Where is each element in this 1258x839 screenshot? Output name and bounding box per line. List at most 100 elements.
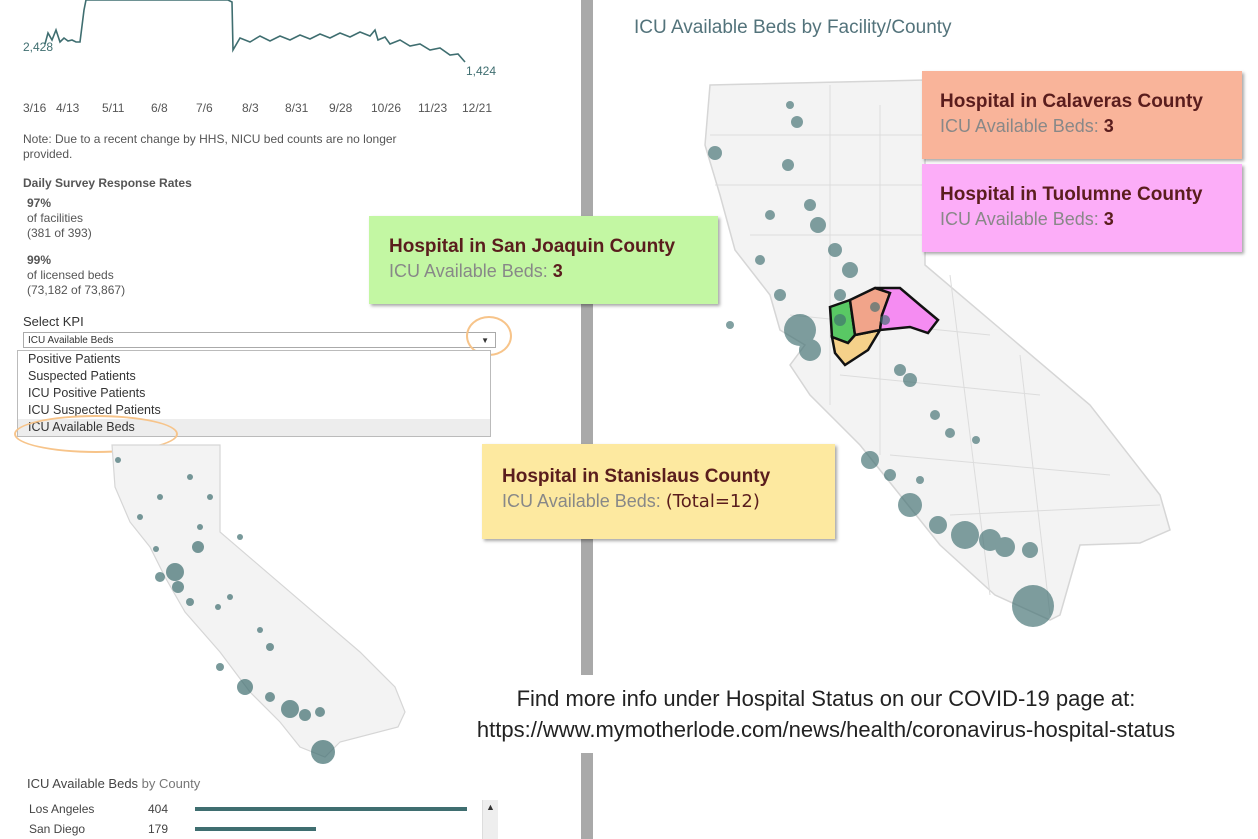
hospital-marker <box>197 524 203 530</box>
hospital-marker <box>281 700 299 718</box>
scrollbar[interactable]: ▲ <box>482 800 498 839</box>
callout-label: ICU Available Beds: <box>940 209 1099 229</box>
county-bar <box>195 827 316 831</box>
footer-line: Find more info under Hospital Status on … <box>516 686 1136 711</box>
hospital-marker <box>898 493 922 517</box>
facility-map-large[interactable] <box>690 75 1190 640</box>
beds-pct: 99% <box>27 253 52 267</box>
hospital-marker <box>929 516 947 534</box>
hospital-marker <box>227 594 233 600</box>
kpi-option[interactable]: ICU Positive Patients <box>28 386 146 400</box>
by-county-title-rest: by County <box>141 776 201 791</box>
hospital-marker <box>995 537 1015 557</box>
kpi-option[interactable]: ICU Suspected Patients <box>28 403 161 417</box>
tuolumne-county <box>874 286 940 335</box>
county-name: San Diego <box>29 822 86 836</box>
hospital-marker <box>834 314 846 326</box>
callout-label: ICU Available Beds: <box>389 261 548 281</box>
hospital-marker <box>880 315 890 325</box>
hospital-marker <box>299 709 311 721</box>
hospital-marker <box>1022 542 1038 558</box>
trend-start-value: 2,428 <box>23 40 53 54</box>
kpi-option[interactable]: Positive Patients <box>28 352 121 366</box>
hospital-marker <box>774 289 786 301</box>
hospital-marker <box>186 598 194 606</box>
county-value: 404 <box>148 802 169 816</box>
footer-info: Find more info under Hospital Status on … <box>420 683 1232 745</box>
hospital-markers <box>115 457 335 764</box>
hospital-marker <box>804 199 816 211</box>
callout-label: ICU Available Beds: <box>502 491 661 511</box>
san-joaquin-callout: Hospital in San Joaquin County ICU Avail… <box>369 216 718 304</box>
hospital-marker <box>799 339 821 361</box>
by-county-title-main: ICU Available Beds <box>27 776 139 791</box>
hospital-marker <box>810 217 826 233</box>
map-title-rest: by Facility/County <box>801 17 952 38</box>
calaveras-callout: Hospital in Calaveras County ICU Availab… <box>922 71 1242 159</box>
hospital-marker <box>192 541 204 553</box>
callout-title: Hospital in Tuolumne County <box>940 184 1203 205</box>
callout-value: (Total=12) <box>665 491 760 512</box>
hospital-marker <box>726 321 734 329</box>
county-value: 179 <box>148 822 169 836</box>
facilities-pct: 97% <box>27 196 52 210</box>
facilities-stat: 97% of facilities (381 of 393) <box>27 196 92 241</box>
hospital-marker <box>237 534 243 540</box>
tick-label: 4/13 <box>56 101 80 115</box>
hospital-marker <box>216 663 224 671</box>
by-county-title: ICU Available Beds by County <box>27 776 200 791</box>
kpi-label: Select KPI <box>23 314 84 329</box>
hospital-marker <box>115 457 121 463</box>
hospital-markers <box>708 101 1054 627</box>
trend-end-value: 1,424 <box>466 64 496 78</box>
map-title: ICU Available Beds by Facility/County <box>634 17 952 39</box>
survey-title: Daily Survey Response Rates <box>23 176 192 190</box>
hospital-marker <box>155 572 165 582</box>
hospital-marker <box>916 476 924 484</box>
hospital-marker <box>315 707 325 717</box>
county-row[interactable]: Los Angeles <box>29 802 94 816</box>
california-outline <box>111 444 406 758</box>
callout-value-row: ICU Available Beds: 3 <box>389 261 698 282</box>
callout-title: Hospital in Calaveras County <box>940 91 1203 112</box>
trend-line <box>44 0 466 63</box>
hospital-marker <box>153 546 159 552</box>
county-row[interactable]: San Diego <box>29 822 85 836</box>
hospital-marker <box>782 159 794 171</box>
hospital-marker <box>870 302 880 312</box>
hospital-marker <box>834 289 846 301</box>
county-name: Los Angeles <box>29 802 95 816</box>
hospital-marker <box>945 428 955 438</box>
hospital-marker <box>157 494 163 500</box>
tick-label: 7/6 <box>196 101 213 115</box>
scroll-up-icon[interactable]: ▲ <box>486 802 495 812</box>
county-map-small[interactable] <box>100 437 420 772</box>
stanislaus-county <box>830 328 883 367</box>
highlight-oval <box>14 415 178 453</box>
hospital-marker <box>786 101 794 109</box>
beds-label: of licensed beds <box>27 268 114 282</box>
hospital-marker <box>884 469 896 481</box>
kpi-option[interactable]: Suspected Patients <box>28 369 136 383</box>
callout-value-row: ICU Available Beds: 3 <box>940 209 1224 230</box>
kpi-selected-value: ICU Available Beds <box>28 335 114 346</box>
hospital-marker <box>951 521 979 549</box>
hospital-marker <box>137 514 143 520</box>
hospital-marker <box>708 146 722 160</box>
callout-title: Hospital in San Joaquin County <box>389 236 676 257</box>
tick-label: 8/3 <box>242 101 259 115</box>
kpi-select[interactable]: ICU Available Beds ▼ <box>23 332 496 348</box>
hospital-marker <box>784 314 816 346</box>
tick-label: 8/31 <box>285 101 309 115</box>
callout-value-row: ICU Available Beds: 3 <box>940 116 1224 137</box>
hospital-marker <box>828 243 842 257</box>
hospital-marker <box>207 494 213 500</box>
hospital-marker <box>791 116 803 128</box>
callout-label: ICU Available Beds: <box>940 116 1099 136</box>
tick-label: 11/23 <box>418 101 448 115</box>
hospital-marker <box>166 563 184 581</box>
hospital-marker <box>972 436 980 444</box>
facilities-count: (381 of 393) <box>27 226 92 240</box>
footer-url[interactable]: https://www.mymotherlode.com/news/health… <box>476 717 1176 742</box>
hospital-marker <box>842 262 858 278</box>
